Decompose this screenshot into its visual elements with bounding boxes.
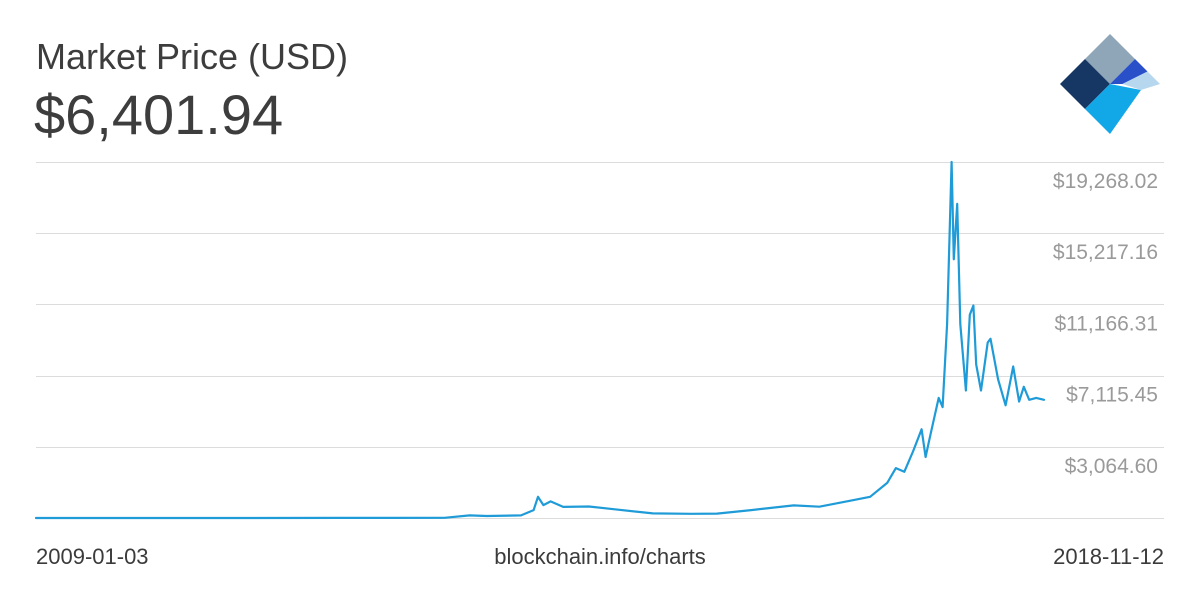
logo-light-tile [1122,71,1160,90]
price-series-line [34,160,1046,520]
y-tick-label: $7,115.45 [1066,384,1158,407]
source-label[interactable]: blockchain.info/charts [494,544,706,569]
y-tick-label: $15,217.16 [1053,241,1158,264]
y-tick-label: $3,064.60 [1065,455,1158,478]
end-date-label: 2018-11-12 [1053,544,1164,569]
logo-right-tile [1110,59,1148,84]
y-tick-label: $19,268.02 [1053,170,1158,193]
y-tick-label: $11,166.31 [1054,312,1158,335]
chart-title: Market Price (USD) [36,36,349,77]
current-price: $6,401.94 [34,83,284,146]
logo-bottom-tile [1085,84,1141,134]
blockchain-logo-icon [1060,34,1160,134]
start-date-label: 2009-01-03 [36,544,149,569]
